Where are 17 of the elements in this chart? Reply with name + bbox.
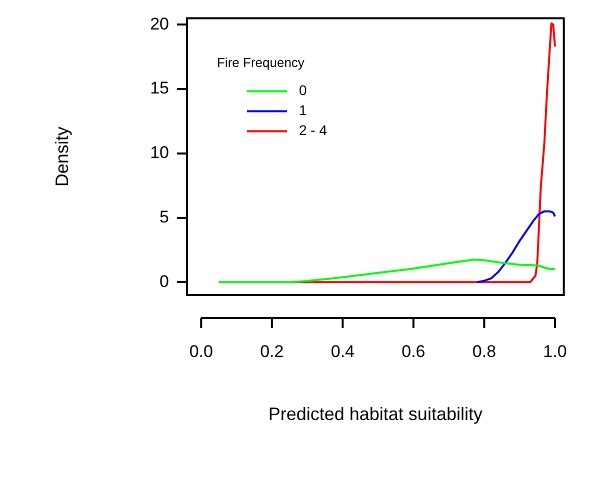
x-tick-label: 0.4 bbox=[330, 342, 354, 361]
x-tick-label: 0.8 bbox=[472, 342, 496, 361]
y-tick-label: 15 bbox=[150, 78, 169, 98]
y-tick-label: 20 bbox=[150, 14, 169, 34]
x-axis-title: Predicted habitat suitability bbox=[268, 404, 482, 424]
x-tick-label: 0.6 bbox=[402, 342, 426, 361]
legend-label: 0 bbox=[299, 82, 307, 98]
legend-title: Fire Frequency bbox=[217, 54, 305, 70]
legend-label: 1 bbox=[299, 102, 307, 118]
legend-label: 2 - 4 bbox=[299, 122, 328, 138]
y-tick-label: 5 bbox=[160, 207, 169, 226]
x-tick-label: 1.0 bbox=[543, 342, 567, 361]
y-axis-title: Density bbox=[52, 126, 72, 187]
y-tick-label: 10 bbox=[150, 143, 169, 162]
x-tick-label: 0.2 bbox=[260, 342, 284, 361]
y-tick-label: 0 bbox=[160, 272, 169, 291]
x-tick-label: 0.0 bbox=[189, 342, 213, 361]
